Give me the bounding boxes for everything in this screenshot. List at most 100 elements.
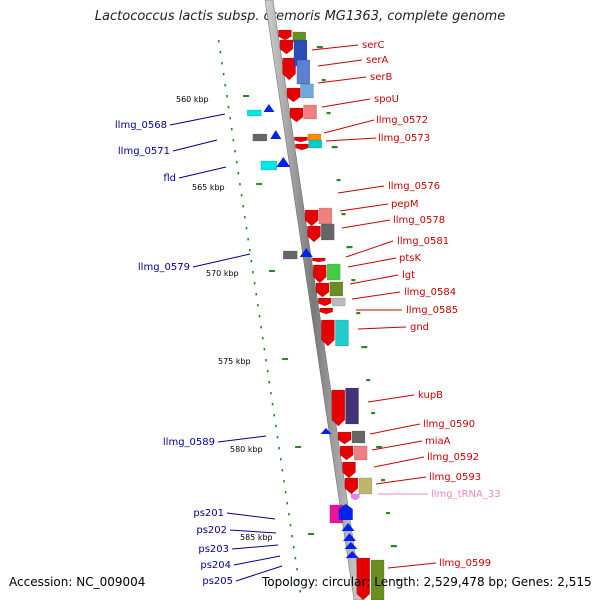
gene-label-pepM[interactable]: pepM bbox=[391, 199, 418, 210]
gene-label-fld[interactable]: fld bbox=[163, 173, 176, 184]
gene-label-llmg-0578[interactable]: llmg_0578 bbox=[393, 215, 445, 226]
right-tick-mark bbox=[366, 379, 371, 382]
left-tick-dot bbox=[266, 370, 269, 373]
gene-label-ps201[interactable]: ps201 bbox=[193, 508, 224, 519]
gene-label-kupB[interactable]: kupB bbox=[418, 390, 443, 401]
left-tick-dot bbox=[242, 205, 245, 208]
gene-arrow-llmg-0568 bbox=[263, 104, 275, 112]
gene-label-llmg-0572[interactable]: llmg_0572 bbox=[376, 115, 428, 126]
gene-label-miaA[interactable]: miaA bbox=[425, 436, 451, 447]
gene-label-llmg-0599[interactable]: llmg_0599 bbox=[439, 558, 491, 569]
gene-label-serC[interactable]: serC bbox=[362, 40, 384, 51]
right-gene-labels: serC serA serB spoU llmg_0572 llmg_0573 … bbox=[362, 40, 501, 569]
connector-right bbox=[339, 203, 389, 212]
gene-feature-llmg_0581 bbox=[312, 257, 326, 263]
gene-block-478 bbox=[358, 477, 373, 495]
left-tick-dot bbox=[278, 447, 280, 450]
right-tick-mark bbox=[390, 545, 397, 548]
right-tick-mark bbox=[376, 446, 383, 449]
gene-arrow-fld bbox=[276, 157, 291, 167]
gene-feature-gnd bbox=[321, 319, 335, 347]
gene-label-llmg-0592[interactable]: llmg_0592 bbox=[427, 452, 479, 463]
left-tick-dot bbox=[253, 282, 256, 285]
left-tick-dot bbox=[294, 557, 297, 560]
gene-label-lgt[interactable]: lgt bbox=[402, 270, 415, 281]
gene-label-llmg-0581[interactable]: llmg_0581 bbox=[397, 236, 449, 247]
gene-block-264 bbox=[326, 263, 341, 281]
gene-label-llmg-0593[interactable]: llmg_0593 bbox=[429, 472, 481, 483]
left-tick-dot bbox=[297, 579, 300, 582]
left-tick-dot bbox=[257, 304, 259, 307]
left-tick-dot bbox=[230, 128, 233, 131]
right-tick-mark bbox=[321, 79, 326, 82]
gene-label-llmg-0584[interactable]: llmg_0584 bbox=[404, 287, 456, 298]
connector-left bbox=[231, 544, 279, 550]
gene-label-spoU[interactable]: spoU bbox=[374, 94, 399, 105]
left-tick-dot bbox=[268, 381, 271, 384]
gene-feature-llmg_0590 bbox=[337, 431, 352, 445]
gene-label-llmg-0576[interactable]: llmg_0576 bbox=[388, 181, 440, 192]
left-tick-dot bbox=[252, 271, 254, 274]
gene-feature-spoU bbox=[286, 87, 301, 103]
left-tick-dot bbox=[258, 315, 261, 318]
gene-feature-kupB bbox=[331, 389, 346, 427]
right-tick-mark bbox=[371, 412, 376, 415]
major-scale-tick bbox=[295, 446, 302, 448]
left-tick-dot bbox=[279, 458, 282, 461]
left-tick-dot bbox=[281, 469, 284, 472]
connector-right bbox=[347, 257, 397, 268]
scale-label-580: 580 kbp bbox=[230, 445, 263, 454]
gene-label-llmg-trna-33[interactable]: llmg_tRNA_33 bbox=[431, 489, 501, 500]
right-tick-mark bbox=[356, 312, 361, 315]
connector-left bbox=[178, 166, 227, 179]
connector-left bbox=[229, 529, 277, 534]
gene-feature-pepM bbox=[307, 225, 321, 243]
left-tick-dot bbox=[221, 62, 223, 65]
connector-right bbox=[317, 59, 363, 67]
gene-label-gnd[interactable]: gnd bbox=[410, 322, 429, 333]
gene-label-llmg-0590[interactable]: llmg_0590 bbox=[423, 419, 475, 430]
gene-block-llmg-0579 bbox=[282, 250, 298, 260]
connector-right bbox=[367, 394, 415, 403]
gene-feature-spoU2 bbox=[289, 107, 304, 123]
connector-right bbox=[349, 274, 399, 285]
left-tick-dot bbox=[245, 227, 248, 230]
gene-label-llmg-0589[interactable]: llmg_0589 bbox=[163, 437, 215, 448]
gene-label-serA[interactable]: serA bbox=[366, 55, 388, 66]
connector-right bbox=[369, 423, 421, 435]
gene-label-llmg-0579[interactable]: llmg_0579 bbox=[138, 262, 190, 273]
genome-backbone bbox=[264, 0, 363, 600]
left-tick-dot bbox=[248, 249, 251, 252]
scale-label-575: 575 kbp bbox=[218, 357, 251, 366]
right-tick-mark bbox=[381, 479, 386, 482]
gene-label-ps204[interactable]: ps204 bbox=[200, 560, 231, 571]
gene-label-llmg-0568[interactable]: llmg_0568 bbox=[115, 120, 167, 131]
gene-label-ps203[interactable]: ps203 bbox=[198, 544, 229, 555]
scale-label-565: 565 kbp bbox=[192, 183, 225, 192]
right-tick-mark bbox=[336, 179, 341, 182]
gene-feature-serB bbox=[282, 57, 296, 81]
connector-right bbox=[373, 456, 425, 468]
left-tick-dot bbox=[255, 293, 258, 296]
connector-right bbox=[351, 291, 401, 300]
left-tick-dot bbox=[226, 95, 228, 98]
gene-feature-llmg_0584 bbox=[317, 297, 332, 307]
gene-label-llmg-0571[interactable]: llmg_0571 bbox=[118, 146, 170, 157]
gene-label-llmg-0585[interactable]: llmg_0585 bbox=[406, 305, 458, 316]
left-tick-dot bbox=[222, 73, 225, 76]
left-tick-dot bbox=[273, 414, 275, 417]
gene-label-ps202[interactable]: ps202 bbox=[196, 525, 227, 536]
connector-right bbox=[387, 562, 437, 569]
gene-label-ptsK[interactable]: ptsK bbox=[399, 253, 421, 264]
gene-label-llmg-0573[interactable]: llmg_0573 bbox=[378, 133, 430, 144]
gene-block-446 bbox=[353, 445, 368, 461]
connector-left bbox=[235, 565, 283, 582]
left-tick-dot bbox=[239, 183, 241, 186]
right-tick-mark bbox=[341, 213, 346, 216]
gene-label-ps205[interactable]: ps205 bbox=[202, 576, 233, 587]
gene-feature-llmg_0599 bbox=[356, 557, 371, 600]
gene-arrow-ps202 bbox=[341, 523, 355, 531]
gene-feature-llmg_0585 bbox=[319, 307, 333, 315]
gene-block-60 bbox=[296, 59, 311, 85]
gene-label-serB[interactable]: serB bbox=[370, 72, 392, 83]
